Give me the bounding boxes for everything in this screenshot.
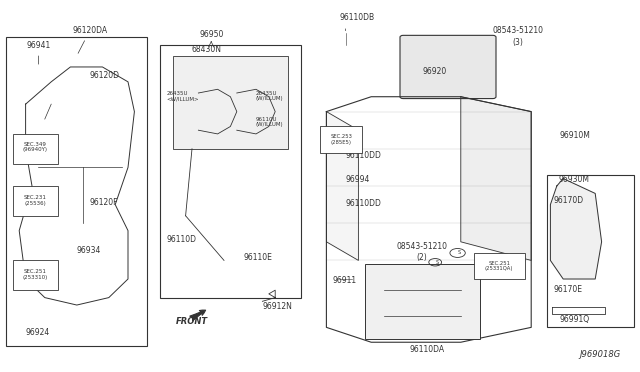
FancyBboxPatch shape [13,134,58,164]
FancyBboxPatch shape [173,56,288,149]
FancyBboxPatch shape [13,186,58,216]
FancyBboxPatch shape [13,260,58,290]
Text: 96994: 96994 [346,175,370,184]
Text: 96120D: 96120D [90,71,120,80]
Text: 96110DD: 96110DD [346,151,381,160]
Text: FRONT: FRONT [176,317,208,326]
Text: 96934: 96934 [77,246,101,255]
Text: 96910M: 96910M [560,131,591,140]
Text: 96110DA: 96110DA [410,344,445,353]
Text: SEC.231
(25536): SEC.231 (25536) [24,195,47,206]
Text: 96170D: 96170D [554,196,584,205]
Text: 96950: 96950 [199,30,223,39]
Text: 96110D: 96110D [166,235,196,244]
Text: 68430N: 68430N [192,45,222,54]
FancyBboxPatch shape [400,35,496,99]
Polygon shape [461,97,531,260]
Text: S: S [458,250,461,256]
Text: (2): (2) [416,253,427,262]
Text: 96920: 96920 [422,67,447,76]
FancyBboxPatch shape [160,45,301,298]
Text: 96924: 96924 [26,328,50,337]
Text: 96120DA: 96120DA [72,26,107,53]
Text: 96170E: 96170E [554,285,582,294]
Polygon shape [550,179,602,279]
Text: 96110U
(W/ILLUM): 96110U (W/ILLUM) [256,117,284,128]
Text: SEC.251
(253310): SEC.251 (253310) [22,269,48,280]
Polygon shape [326,112,358,260]
Text: 08543-51210: 08543-51210 [397,242,448,251]
Text: 96110E: 96110E [243,253,272,262]
Text: 96911: 96911 [333,276,357,285]
Text: 08543-51210: 08543-51210 [493,26,544,35]
Text: 96110DB: 96110DB [339,13,374,22]
Text: 96930M: 96930M [559,175,589,184]
Text: (3): (3) [512,38,523,46]
FancyBboxPatch shape [6,37,147,346]
Text: 96110DC: 96110DC [378,326,413,335]
Text: 96926M: 96926M [378,294,408,303]
FancyBboxPatch shape [320,126,362,153]
Text: 96912N: 96912N [262,302,292,311]
Text: J969018G: J969018G [580,350,621,359]
Text: S: S [436,260,438,265]
Text: SEC.253
(285E5): SEC.253 (285E5) [330,134,352,145]
Text: 96110DD: 96110DD [346,199,381,208]
Text: 26435U
(W/ILLUM): 26435U (W/ILLUM) [256,91,284,102]
FancyBboxPatch shape [547,175,634,327]
Text: 96941: 96941 [26,41,51,64]
Text: SEC.349
(96940Y): SEC.349 (96940Y) [22,141,48,153]
Text: 96991Q: 96991Q [560,315,590,324]
Text: 26435U
<W/ILLUM>: 26435U <W/ILLUM> [166,91,199,102]
Text: 96120F: 96120F [90,198,118,206]
FancyBboxPatch shape [474,253,525,279]
FancyBboxPatch shape [365,264,480,339]
Text: SEC.251
(25331QA): SEC.251 (25331QA) [485,260,513,272]
